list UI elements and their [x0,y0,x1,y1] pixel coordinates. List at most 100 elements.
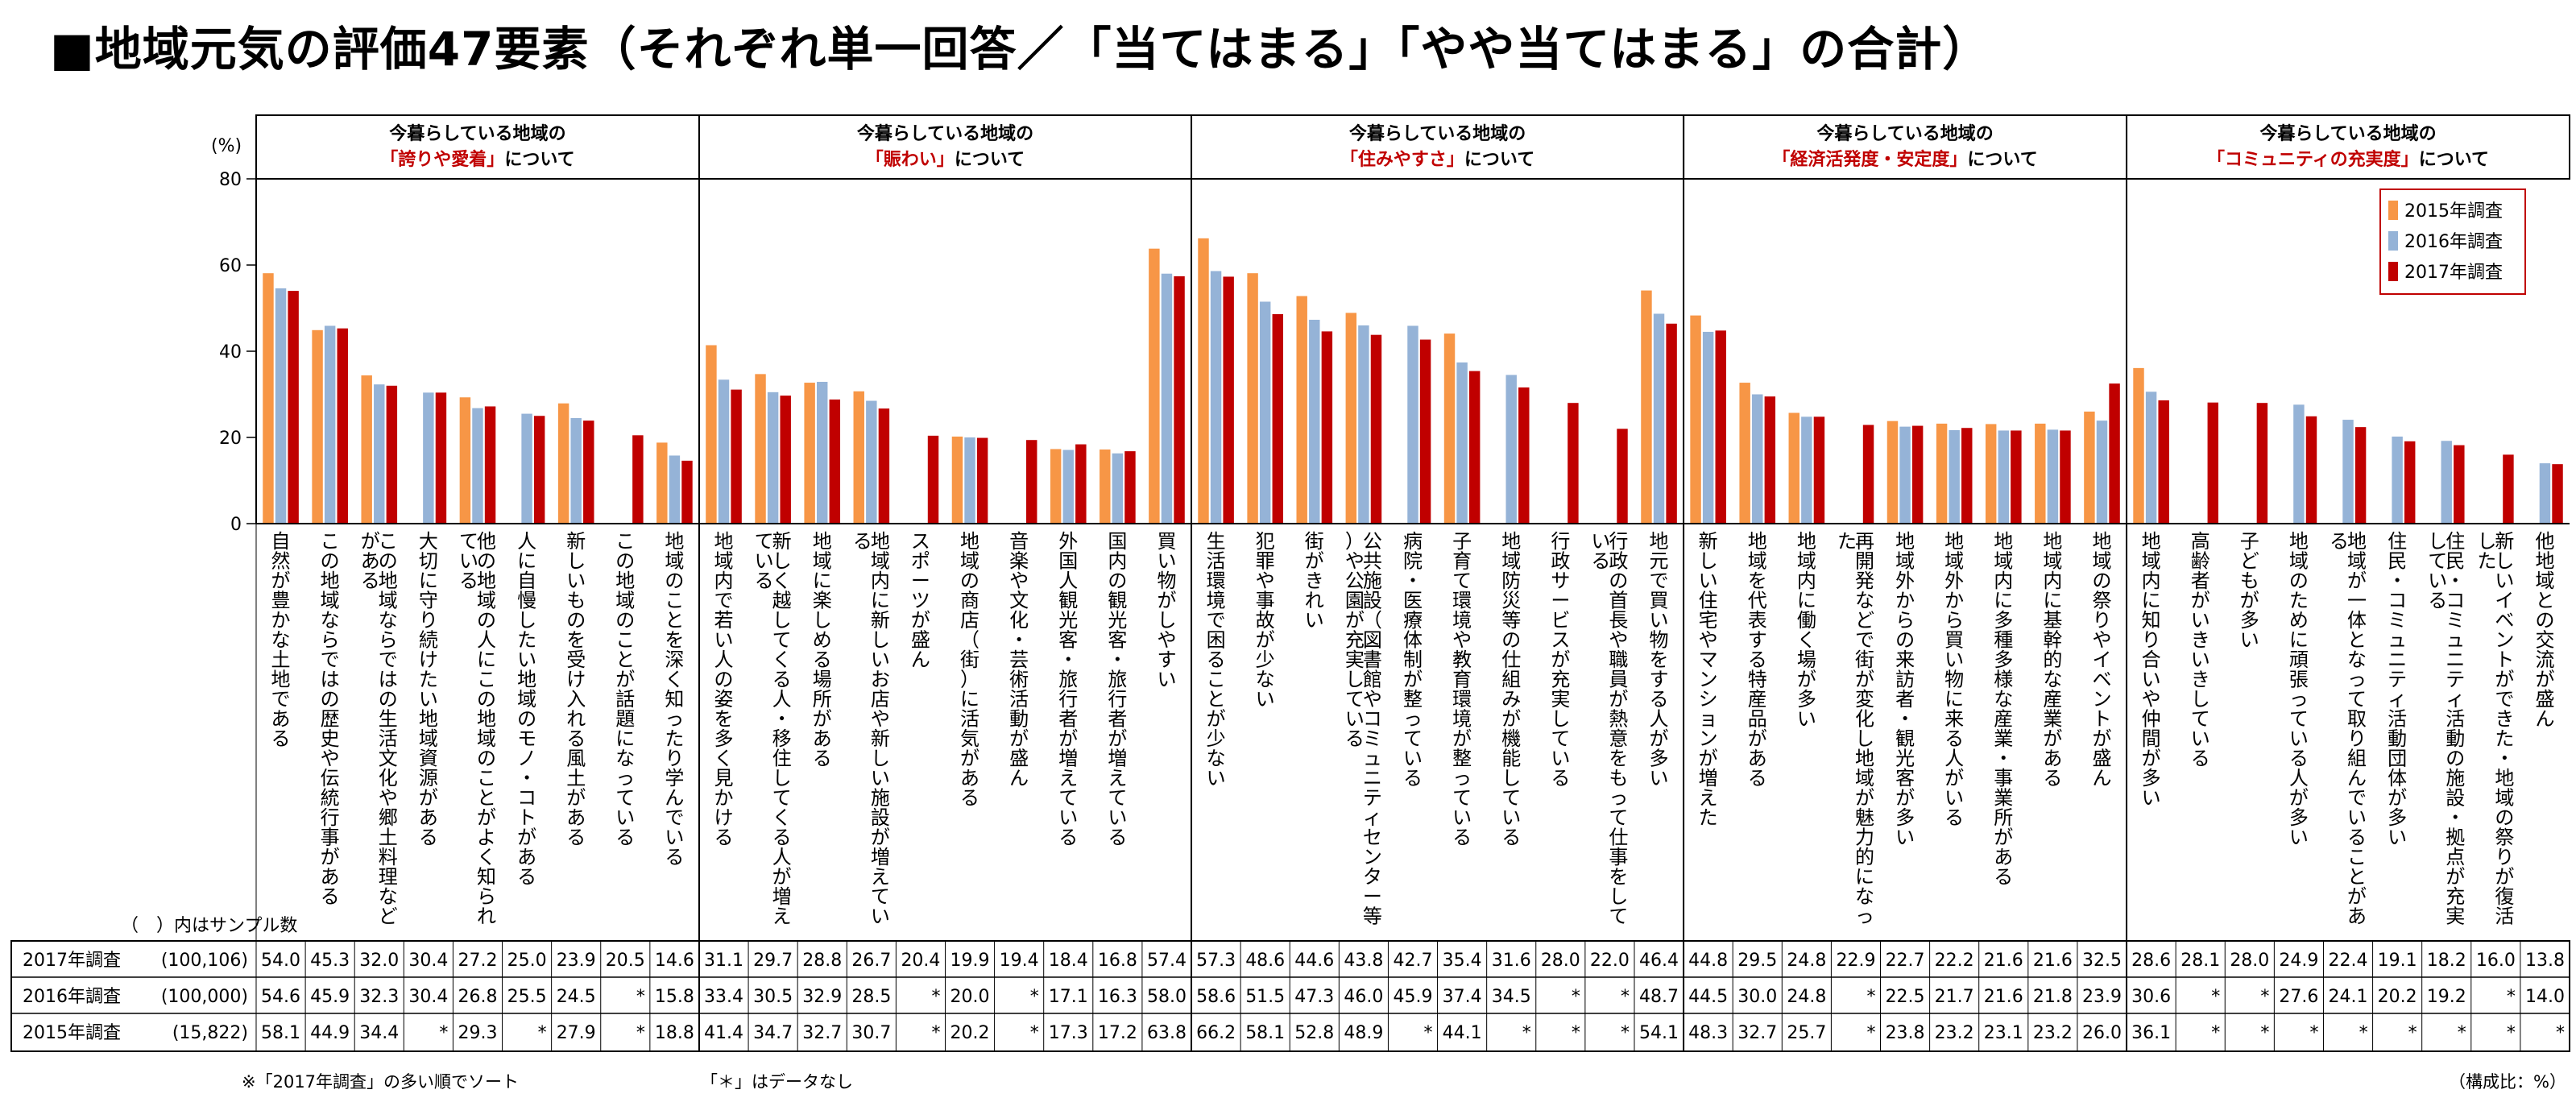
category-char: 園 [1345,590,1365,612]
category-char: い [459,550,478,573]
group-header-prefix: 今暮らしている地域の [389,123,565,144]
category-char: て [615,787,635,810]
category-char: る [1551,767,1570,789]
category-char: が [2535,669,2554,691]
table-na: * [1030,987,1039,1007]
category-char: に [2142,590,2161,612]
category-char: が [321,846,340,868]
category-char: 長 [1609,609,1628,632]
category-char: や [1256,570,1275,592]
category-char: 店 [960,609,979,632]
category-char: る [1650,688,1669,711]
category-char: 活 [960,708,979,731]
category-char: 旅 [1108,669,1127,691]
bar-2016 [767,392,779,524]
table-value: 30.6 [2131,987,2171,1007]
table-value: 57.3 [1196,951,1236,971]
table-value: 32.3 [359,987,399,1007]
category-char: の [714,669,734,691]
group-header-title: 「コミュニティの充実度」について [2207,149,2489,170]
category-char: 地 [2535,550,2554,573]
category-char: 域 [2092,550,2111,573]
bar-2017 [386,385,398,524]
category-char: あ [566,806,586,829]
category-char: し [2477,530,2496,553]
category-char: 団 [2388,748,2407,770]
bar-2017 [2109,383,2120,524]
bar-2015 [1149,248,1160,524]
category-char: る [1108,827,1127,849]
category-char: 来 [1895,648,1915,671]
category-char: 祭 [2092,590,2111,612]
category-char: あ [1994,846,2013,868]
category-char: ・ [2495,748,2514,770]
category-char: あ [321,866,340,889]
category-char: 実 [1345,648,1365,671]
category-char: と [665,609,684,632]
category-char: の [2495,806,2514,829]
category-char: 光 [1895,748,1915,770]
category-char: 題 [615,708,635,731]
category-char: し [1345,669,1365,691]
y-tick-label: 0 [230,515,242,535]
table-value: 32.9 [802,987,842,1007]
bar-2017 [533,416,545,524]
category-char: こ [477,669,496,691]
category-char: る [813,648,832,671]
category-char: 商 [960,590,979,612]
category-char: を [665,629,684,652]
category-char: 新 [1699,530,1718,553]
category-char: が [1452,727,1472,750]
category-char: 地 [477,570,496,592]
category-char: る [1058,827,1078,849]
category-char: し [772,767,792,789]
category-char: と [615,648,635,671]
table-value: 17.2 [1098,1023,1137,1043]
category-char: ポ [911,550,930,573]
bar-2015 [951,436,963,524]
table-na: * [2556,1023,2565,1043]
category-char: 子 [2240,530,2259,553]
category-char: っ [615,767,635,789]
category-char: 増 [871,846,890,868]
y-axis-unit: (%) [211,136,242,156]
category-char: 教 [1452,648,1472,671]
category-char: 増 [1699,767,1718,789]
category-char: 人 [477,629,496,652]
table-value: 45.9 [310,987,350,1007]
category-char: い [871,905,890,928]
category-char: い [665,827,684,849]
category-char: る [2043,767,2062,789]
category-char: が [2495,866,2514,889]
table-na: * [2211,1023,2220,1043]
category-char: い [1895,827,1915,849]
category-char: 増 [1058,748,1078,770]
group-header-title: 「経済活発度・安定度」について [1772,149,2037,170]
category-char: き [2191,669,2210,691]
bar-2017 [1075,444,1087,524]
table-value: 21.6 [2033,951,2073,971]
category-char: け [566,669,586,691]
category-char: を [1609,866,1628,889]
category-char: 風 [566,748,586,770]
group-header-highlight: 「住みやすさ」 [1340,149,1464,170]
category-char: の [615,609,635,632]
category-char: る [2191,748,2210,770]
category-char: っ [1609,787,1628,810]
category-char: が [271,570,291,592]
category-char: 光 [1058,609,1078,632]
category-char: で [665,806,684,829]
category-char: は [379,669,398,691]
table-na: * [1424,1023,1433,1043]
category-char: モ [517,727,536,750]
category-char: ・ [1994,748,2013,770]
category-char: 施 [1363,570,1382,592]
category-char: 者 [1895,688,1915,711]
category-char: 料 [379,846,398,868]
bar-2017 [1666,323,1677,524]
category-char: 域 [2347,550,2367,573]
